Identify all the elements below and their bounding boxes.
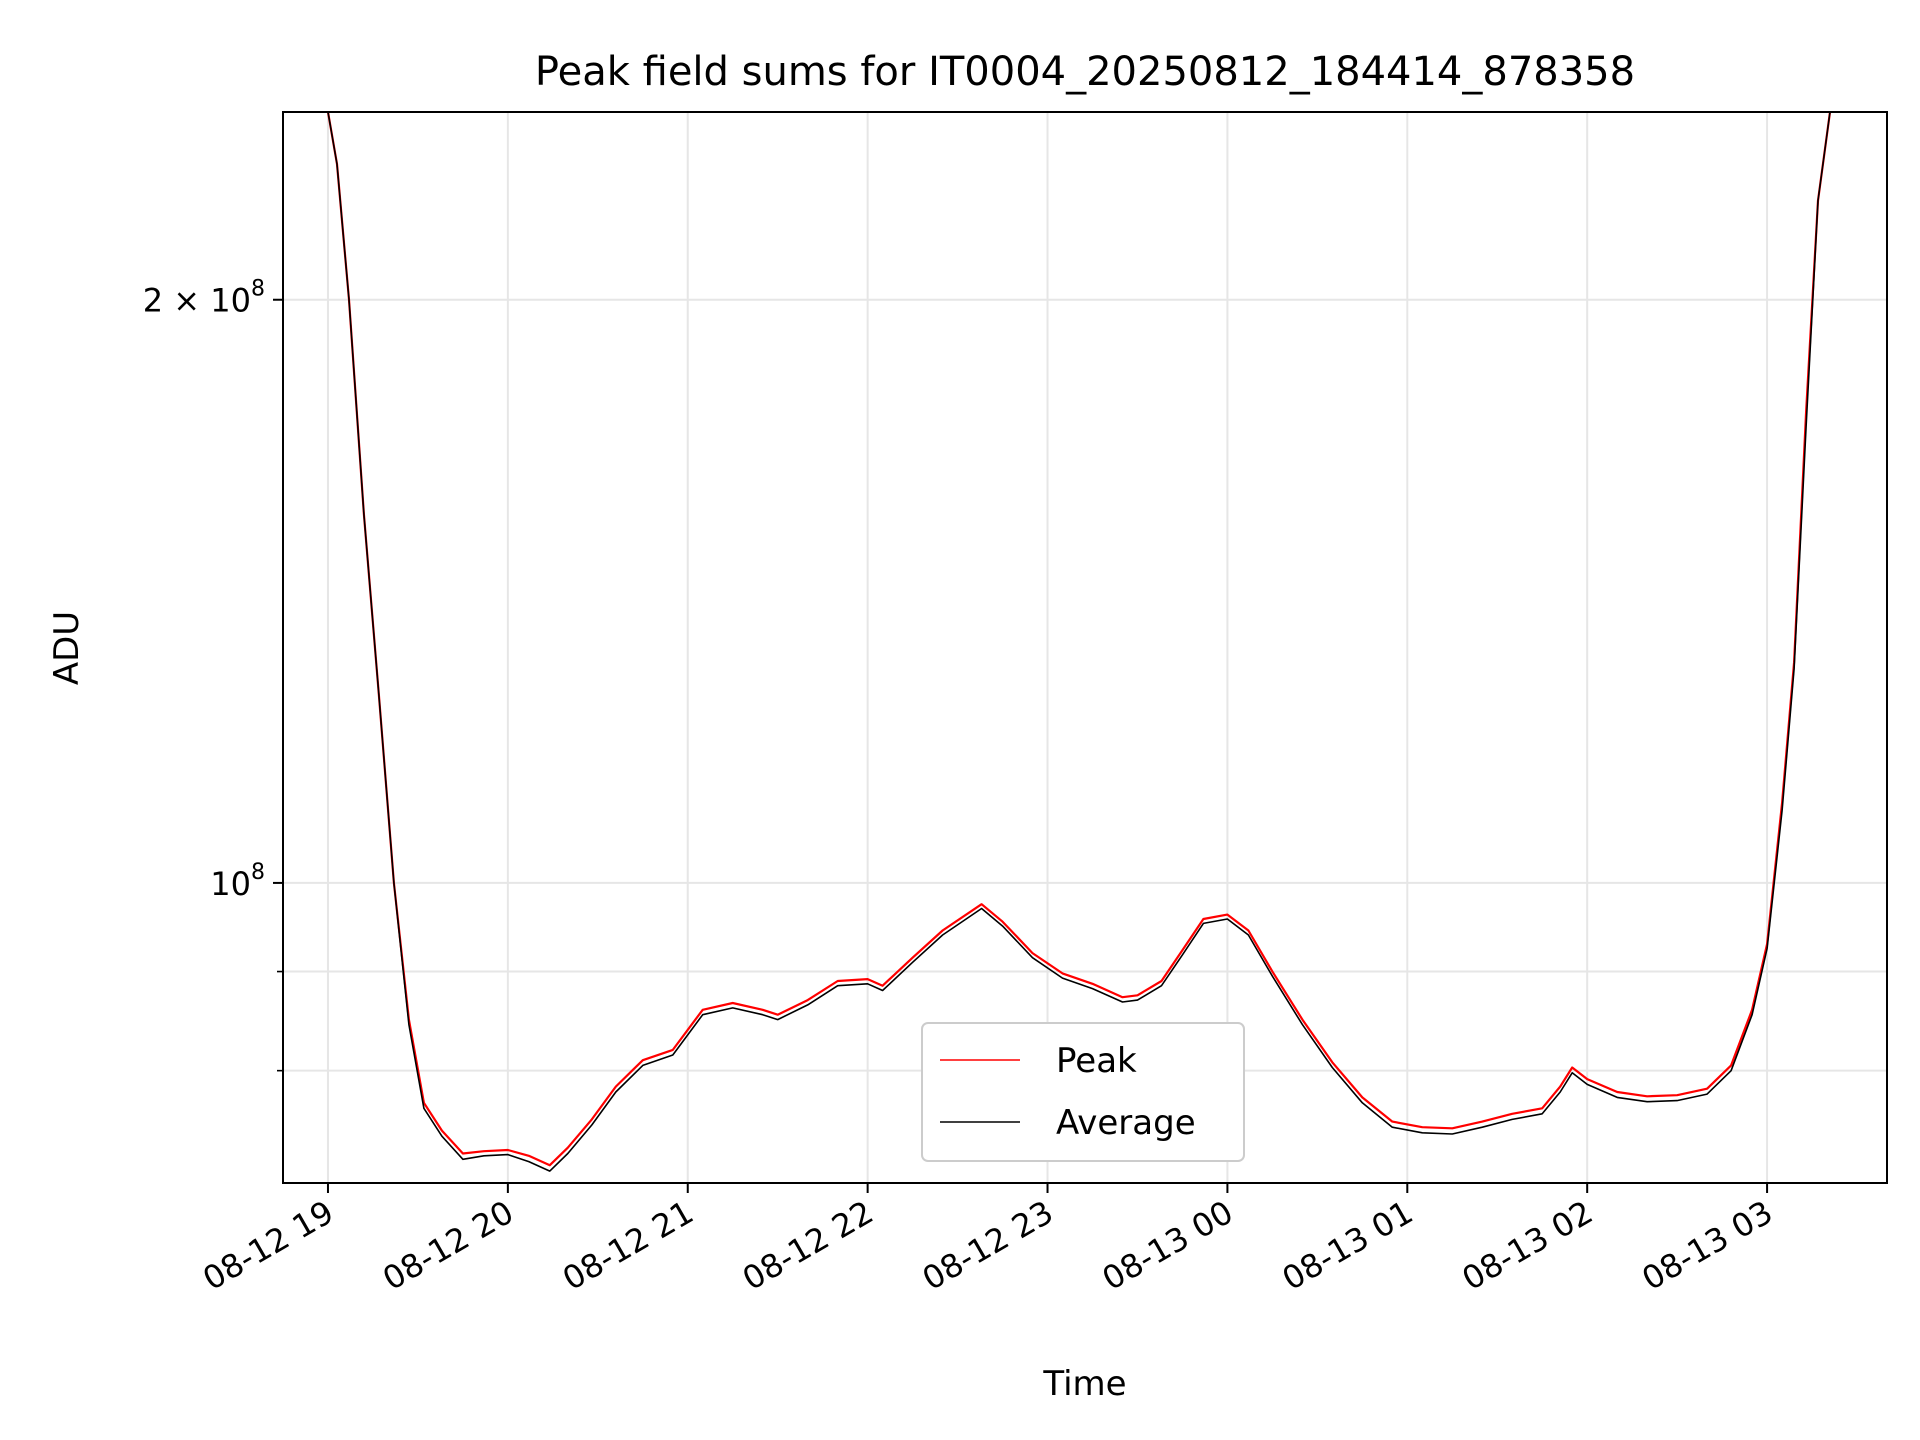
plot-frame xyxy=(282,111,1888,1184)
y-tick-label: 2 × 108 xyxy=(143,277,265,320)
series-layer xyxy=(326,112,1832,1172)
y-tick-label-base: 10 xyxy=(210,865,251,903)
legend-label-average: Average xyxy=(1056,1103,1196,1143)
y-tick-label-exp: 8 xyxy=(251,860,265,885)
y-tick-label-base: 2 × 10 xyxy=(143,282,251,320)
legend: Peak Average xyxy=(921,1022,1245,1162)
series-line-average xyxy=(327,112,1831,1172)
y-axis-label: ADU xyxy=(47,611,87,685)
legend-label-peak: Peak xyxy=(1056,1041,1137,1081)
series-line-peak xyxy=(326,112,1832,1167)
y-tick-label: 108 xyxy=(210,860,265,903)
y-tick-label-exp: 8 xyxy=(251,277,265,302)
legend-box xyxy=(921,1022,1245,1162)
chart-title: Peak field sums for IT0004_20250812_1844… xyxy=(535,49,1635,95)
x-axis-label: Time xyxy=(1042,1364,1126,1404)
